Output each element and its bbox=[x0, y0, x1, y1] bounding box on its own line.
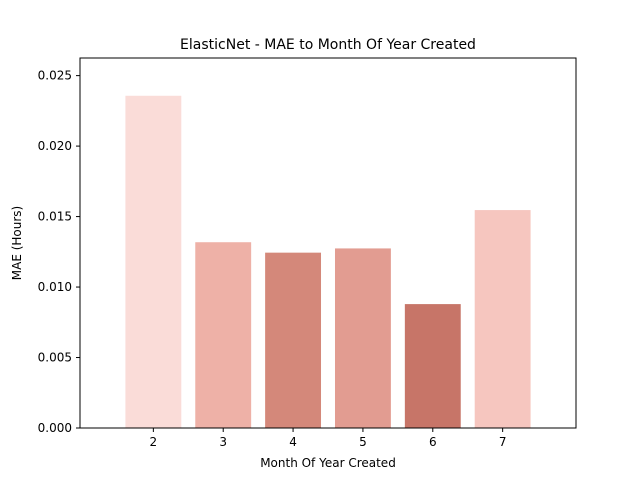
y-tick-label: 0.000 bbox=[38, 421, 72, 435]
bar-5 bbox=[334, 248, 391, 428]
x-tick-label: 3 bbox=[219, 435, 227, 449]
y-axis-label: MAE (Hours) bbox=[10, 206, 24, 280]
y-tick-label: 0.020 bbox=[38, 139, 72, 153]
x-tick-label: 2 bbox=[150, 435, 158, 449]
y-tick-label: 0.025 bbox=[38, 69, 72, 83]
y-axis: 0.000 0.005 0.010 0.015 0.020 0.025 bbox=[38, 69, 80, 435]
bar-6 bbox=[404, 304, 461, 428]
bars-group bbox=[125, 95, 531, 428]
y-tick-label: 0.015 bbox=[38, 210, 72, 224]
plot-frame bbox=[79, 57, 577, 429]
bar-2 bbox=[125, 95, 182, 428]
y-tick-label: 0.010 bbox=[38, 280, 72, 294]
x-axis-label: Month Of Year Created bbox=[260, 456, 396, 470]
x-axis: 2 3 4 5 6 7 bbox=[150, 428, 507, 449]
x-tick-label: 5 bbox=[359, 435, 367, 449]
x-tick-label: 4 bbox=[289, 435, 297, 449]
x-tick-label: 7 bbox=[499, 435, 507, 449]
chart-title: ElasticNet - MAE to Month Of Year Create… bbox=[180, 37, 476, 53]
x-tick-label: 6 bbox=[429, 435, 437, 449]
bar-7 bbox=[474, 210, 531, 428]
bar-3 bbox=[195, 242, 252, 428]
y-tick-label: 0.005 bbox=[38, 351, 72, 365]
bar-4 bbox=[265, 252, 322, 428]
